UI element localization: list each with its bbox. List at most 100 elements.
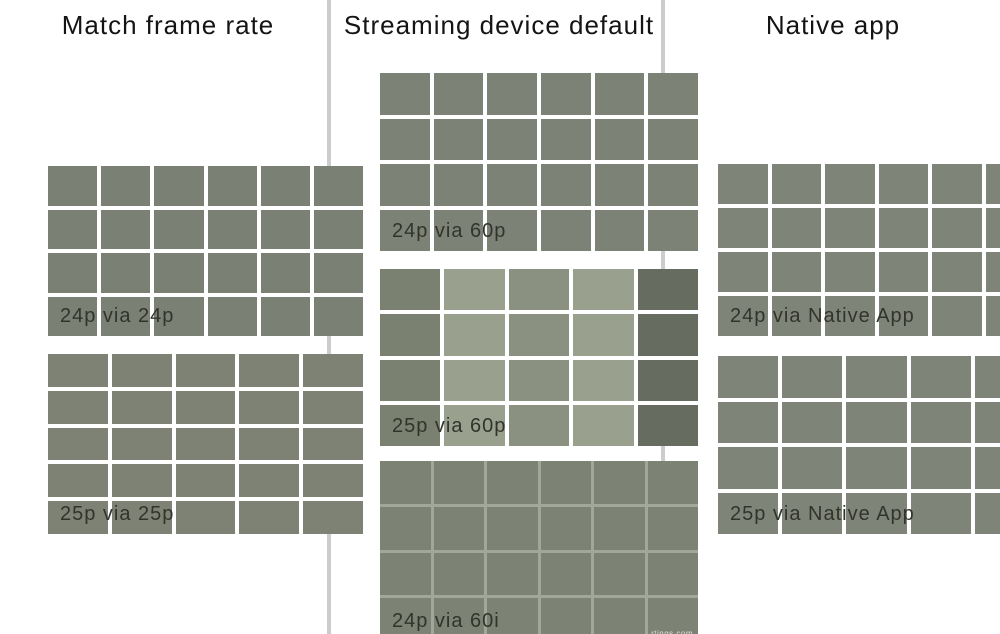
test-pattern-grid xyxy=(48,354,363,534)
grid-cell xyxy=(111,501,172,534)
grid-cell xyxy=(487,118,537,160)
grid-cell xyxy=(239,390,300,424)
grid-cell xyxy=(444,314,505,356)
grid-cell xyxy=(985,296,1000,336)
grid-cell xyxy=(541,118,591,160)
grid-cell xyxy=(380,118,430,160)
photo-24p-via-60i: 24p via 60i rtings.com xyxy=(380,461,698,634)
grid-cell xyxy=(647,461,698,504)
grid-cell xyxy=(541,164,591,206)
image-label: 25p via 60p xyxy=(392,415,507,437)
grid-cell xyxy=(718,401,779,443)
grid-cell xyxy=(175,354,236,387)
grid-cell xyxy=(637,404,698,446)
grid-cell xyxy=(207,209,257,249)
grid-cell xyxy=(175,501,236,534)
grid-cell xyxy=(974,492,1000,534)
test-pattern-grid xyxy=(380,73,698,251)
grid-cell xyxy=(380,404,441,446)
grid-cell xyxy=(782,492,843,534)
grid-cell xyxy=(433,506,484,550)
grid-cell xyxy=(647,598,698,634)
grid-cell xyxy=(974,356,1000,398)
grid-cell xyxy=(154,209,204,249)
test-pattern-grid xyxy=(380,461,698,634)
grid-cell xyxy=(985,252,1000,292)
grid-cell xyxy=(433,598,484,634)
grid-cell xyxy=(594,598,645,634)
grid-cell xyxy=(48,427,108,461)
grid-cell xyxy=(771,208,821,248)
grid-cell xyxy=(207,253,257,293)
grid-cell xyxy=(207,296,257,336)
grid-cell xyxy=(637,314,698,356)
grid-cell xyxy=(380,461,431,504)
grid-cell xyxy=(48,390,108,424)
grid-cell xyxy=(647,552,698,596)
grid-cell xyxy=(771,164,821,204)
grid-cell xyxy=(111,427,172,461)
grid-cell xyxy=(594,73,645,115)
grid-cell xyxy=(48,253,98,293)
grid-cell xyxy=(637,359,698,401)
grid-cell xyxy=(782,356,843,398)
grid-cell xyxy=(932,296,982,336)
grid-cell xyxy=(433,461,484,504)
grid-cell xyxy=(313,253,363,293)
grid-cell xyxy=(444,359,505,401)
photo-25p-via-60p: 25p via 60p xyxy=(380,269,698,446)
grid-cell xyxy=(313,296,363,336)
photo-24p-via-60p: 24p via 60p xyxy=(380,73,698,251)
grid-cell xyxy=(303,427,363,461)
grid-cell xyxy=(239,354,300,387)
grid-cell xyxy=(48,296,98,336)
grid-cell xyxy=(380,209,430,251)
grid-cell xyxy=(718,252,768,292)
grid-cell xyxy=(101,166,151,206)
grid-cell xyxy=(487,506,538,550)
grid-cell xyxy=(487,164,537,206)
grid-cell xyxy=(878,164,928,204)
grid-cell xyxy=(101,253,151,293)
grid-cell xyxy=(380,506,431,550)
grid-cell xyxy=(260,209,310,249)
grid-cell xyxy=(985,164,1000,204)
grid-cell xyxy=(540,461,591,504)
grid-cell xyxy=(985,208,1000,248)
grid-cell xyxy=(541,209,591,251)
column-title-match-frame-rate: Match frame rate xyxy=(61,10,275,40)
grid-cell xyxy=(594,164,645,206)
grid-cell xyxy=(111,354,172,387)
column-title-native-app: Native app xyxy=(765,10,901,40)
grid-cell xyxy=(508,269,570,311)
grid-cell xyxy=(846,356,907,398)
grid-cell xyxy=(932,164,982,204)
grid-cell xyxy=(878,296,928,336)
grid-cell xyxy=(594,506,645,550)
grid-cell xyxy=(771,296,821,336)
grid-cell xyxy=(878,252,928,292)
photo-25p-via-native-app: 25p via Native App xyxy=(718,356,1000,534)
test-pattern-grid xyxy=(718,164,1000,336)
grid-cell xyxy=(878,208,928,248)
test-pattern-grid xyxy=(380,269,698,446)
grid-cell xyxy=(594,461,645,504)
grid-cell xyxy=(380,552,431,596)
grid-cell xyxy=(313,209,363,249)
grid-cell xyxy=(433,73,484,115)
grid-cell xyxy=(594,209,645,251)
grid-cell xyxy=(825,252,875,292)
grid-cell xyxy=(910,492,971,534)
grid-cell xyxy=(444,269,505,311)
grid-cell xyxy=(648,73,698,115)
grid-cell xyxy=(825,164,875,204)
grid-cell xyxy=(594,552,645,596)
grid-cell xyxy=(175,464,236,498)
grid-cell xyxy=(487,552,538,596)
grid-cell xyxy=(111,390,172,424)
grid-cell xyxy=(718,356,779,398)
grid-cell xyxy=(718,208,768,248)
grid-cell xyxy=(380,314,441,356)
grid-cell xyxy=(260,166,310,206)
